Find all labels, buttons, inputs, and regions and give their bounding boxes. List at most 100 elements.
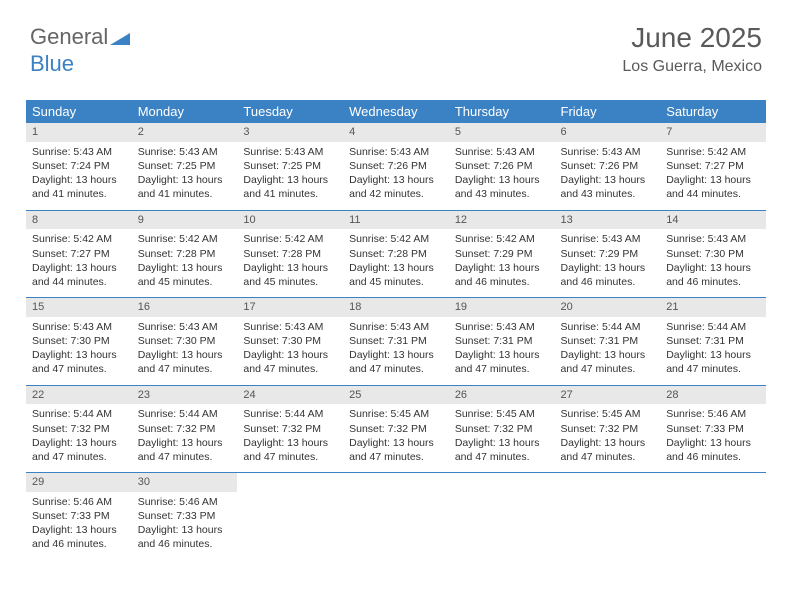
calendar-day-cell: 28Sunrise: 5:46 AMSunset: 7:33 PMDayligh…: [660, 385, 766, 473]
sunset-line: Sunset: 7:32 PM: [32, 422, 126, 436]
sunrise-line: Sunrise: 5:46 AM: [138, 495, 232, 509]
day-number: 5: [449, 123, 555, 142]
calendar-day-cell: 14 Sunrise: 5:43 AMSunset: 7:30 PMDayligh…: [660, 210, 766, 298]
sunrise-line: Sunrise: 5:43 AM: [349, 320, 443, 334]
daylight-line: Daylight: 13 hours and 47 minutes.: [455, 348, 549, 376]
sunrise-line: Sunrise: 5:42 AM: [666, 145, 760, 159]
sunset-line: Sunset: 7:29 PM: [455, 247, 549, 261]
daylight-line: Daylight: 13 hours and 44 minutes.: [666, 173, 760, 201]
calendar-day-cell: 18Sunrise: 5:43 AMSunset: 7:31 PMDayligh…: [343, 298, 449, 386]
sunset-line: Sunset: 7:32 PM: [561, 422, 655, 436]
daylight-line: Daylight: 13 hours and 46 minutes.: [138, 523, 232, 551]
sunset-line: Sunset: 7:26 PM: [349, 159, 443, 173]
sunset-line: Sunset: 7:31 PM: [455, 334, 549, 348]
sunset-line: Sunset: 7:28 PM: [138, 247, 232, 261]
sunset-line: Sunset: 7:31 PM: [349, 334, 443, 348]
day-data: Sunrise: 5:42 AMSunset: 7:27 PMDaylight:…: [26, 229, 132, 297]
day-number: 1: [26, 123, 132, 142]
calendar-day-cell: 25 Sunrise: 5:45 AMSunset: 7:32 PMDayligh…: [343, 385, 449, 473]
calendar-day-cell: 27Sunrise: 5:45 AMSunset: 7:32 PMDayligh…: [555, 385, 661, 473]
calendar-week-row: 8Sunrise: 5:42 AMSunset: 7:27 PMDaylight…: [26, 210, 766, 298]
daylight-line: Daylight: 13 hours and 47 minutes.: [349, 436, 443, 464]
daylight-line: Daylight: 13 hours and 46 minutes.: [561, 261, 655, 289]
col-saturday: Saturday: [660, 100, 766, 123]
calendar-day-cell: 20Sunrise: 5:44 AMSunset: 7:31 PMDayligh…: [555, 298, 661, 386]
sunset-line: Sunset: 7:30 PM: [666, 247, 760, 261]
calendar-day-cell: 8Sunrise: 5:42 AMSunset: 7:27 PMDaylight…: [26, 210, 132, 298]
sunset-line: Sunset: 7:33 PM: [138, 509, 232, 523]
daylight-line: Daylight: 13 hours and 47 minutes.: [243, 436, 337, 464]
daylight-line: Daylight: 13 hours and 41 minutes.: [138, 173, 232, 201]
day-number: 26: [449, 386, 555, 405]
day-data: Sunrise: 5:42 AMSunset: 7:29 PMDaylight:…: [449, 229, 555, 297]
day-data: Sunrise: 5:43 AMSunset: 7:30 PMDaylight:…: [237, 317, 343, 385]
calendar-day-cell: 5Sunrise: 5:43 AMSunset: 7:26 PMDaylight…: [449, 123, 555, 210]
day-data: Sunrise: 5:43 AMSunset: 7:30 PMDaylight:…: [132, 317, 238, 385]
col-wednesday: Wednesday: [343, 100, 449, 123]
calendar-day-cell: 30Sunrise: 5:46 AMSunset: 7:33 PMDayligh…: [132, 473, 238, 560]
day-data: Sunrise: 5:46 AMSunset: 7:33 PMDaylight:…: [132, 492, 238, 560]
sunset-line: Sunset: 7:30 PM: [243, 334, 337, 348]
sunrise-line: Sunrise: 5:43 AM: [666, 232, 760, 246]
sunset-line: Sunset: 7:32 PM: [243, 422, 337, 436]
sunrise-line: Sunrise: 5:43 AM: [138, 145, 232, 159]
calendar-day-cell: 22Sunrise: 5:44 AMSunset: 7:32 PMDayligh…: [26, 385, 132, 473]
sunrise-line: Sunrise: 5:42 AM: [32, 232, 126, 246]
sunset-line: Sunset: 7:25 PM: [138, 159, 232, 173]
day-data: Sunrise: 5:42 AMSunset: 7:28 PMDaylight:…: [237, 229, 343, 297]
sunrise-line: Sunrise: 5:44 AM: [561, 320, 655, 334]
calendar-day-cell: 23Sunrise: 5:44 AMSunset: 7:32 PMDayligh…: [132, 385, 238, 473]
calendar-day-cell: 11Sunrise: 5:42 AMSunset: 7:28 PMDayligh…: [343, 210, 449, 298]
day-number: 24: [237, 386, 343, 405]
sunset-line: Sunset: 7:28 PM: [243, 247, 337, 261]
sunrise-line: Sunrise: 5:45 AM: [349, 407, 443, 421]
col-monday: Monday: [132, 100, 238, 123]
sunrise-line: Sunrise: 5:43 AM: [32, 320, 126, 334]
calendar-week-row: 22Sunrise: 5:44 AMSunset: 7:32 PMDayligh…: [26, 385, 766, 473]
calendar-day-cell: 29Sunrise: 5:46 AMSunset: 7:33 PMDayligh…: [26, 473, 132, 560]
sunset-line: Sunset: 7:26 PM: [455, 159, 549, 173]
day-number: 30: [132, 473, 238, 492]
day-data: Sunrise: 5:43 AMSunset: 7:30 PMDaylight:…: [26, 317, 132, 385]
calendar-day-cell: [343, 473, 449, 560]
calendar-day-cell: 26Sunrise: 5:45 AMSunset: 7:32 PMDayligh…: [449, 385, 555, 473]
sunrise-line: Sunrise: 5:45 AM: [455, 407, 549, 421]
calendar-day-cell: 3Sunrise: 5:43 AMSunset: 7:25 PMDaylight…: [237, 123, 343, 210]
day-data: Sunrise: 5:46 AMSunset: 7:33 PMDaylight:…: [26, 492, 132, 560]
day-number: 21: [660, 298, 766, 317]
logo-triangle-icon: [110, 25, 130, 51]
sunrise-line: Sunrise: 5:43 AM: [243, 320, 337, 334]
daylight-line: Daylight: 13 hours and 46 minutes.: [666, 261, 760, 289]
logo: General Blue: [30, 24, 130, 77]
day-number: 14: [660, 211, 766, 230]
calendar-body: 1Sunrise: 5:43 AMSunset: 7:24 PMDaylight…: [26, 123, 766, 560]
day-number: 29: [26, 473, 132, 492]
calendar-day-cell: 10Sunrise: 5:42 AMSunset: 7:28 PMDayligh…: [237, 210, 343, 298]
sunrise-line: Sunrise: 5:42 AM: [349, 232, 443, 246]
location-text: Los Guerra, Mexico: [622, 58, 762, 76]
daylight-line: Daylight: 13 hours and 47 minutes.: [138, 436, 232, 464]
daylight-line: Daylight: 13 hours and 41 minutes.: [32, 173, 126, 201]
day-number: 7: [660, 123, 766, 142]
sunset-line: Sunset: 7:32 PM: [455, 422, 549, 436]
day-number: 25: [343, 386, 449, 405]
calendar-day-cell: 17Sunrise: 5:43 AMSunset: 7:30 PMDayligh…: [237, 298, 343, 386]
sunset-line: Sunset: 7:32 PM: [349, 422, 443, 436]
day-data: Sunrise: 5:44 AMSunset: 7:31 PMDaylight:…: [660, 317, 766, 385]
calendar-day-cell: 1Sunrise: 5:43 AMSunset: 7:24 PMDaylight…: [26, 123, 132, 210]
day-data: Sunrise: 5:43 AMSunset: 7:25 PMDaylight:…: [132, 142, 238, 210]
day-number: 2: [132, 123, 238, 142]
col-sunday: Sunday: [26, 100, 132, 123]
day-number: 18: [343, 298, 449, 317]
day-number: 4: [343, 123, 449, 142]
sunrise-line: Sunrise: 5:44 AM: [32, 407, 126, 421]
daylight-line: Daylight: 13 hours and 45 minutes.: [138, 261, 232, 289]
day-number: 12: [449, 211, 555, 230]
day-data: Sunrise: 5:45 AMSunset: 7:32 PMDaylight:…: [555, 404, 661, 472]
day-number: 3: [237, 123, 343, 142]
daylight-line: Daylight: 13 hours and 46 minutes.: [666, 436, 760, 464]
sunrise-line: Sunrise: 5:43 AM: [243, 145, 337, 159]
day-data: Sunrise: 5:43 AMSunset: 7:31 PMDaylight:…: [343, 317, 449, 385]
sunrise-line: Sunrise: 5:46 AM: [666, 407, 760, 421]
sunset-line: Sunset: 7:32 PM: [138, 422, 232, 436]
